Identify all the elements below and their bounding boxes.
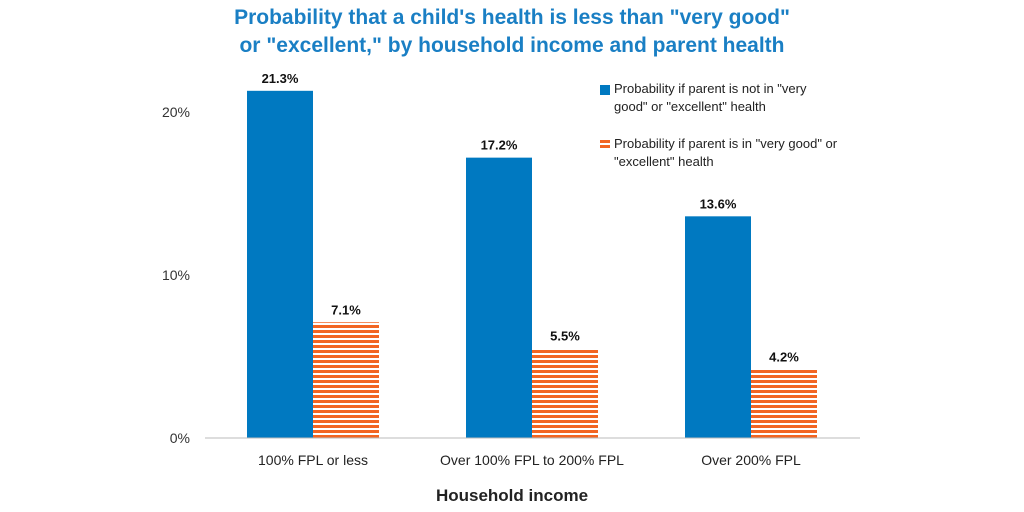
title-line-2: or "excellent," by household income and … <box>239 34 785 57</box>
bar-parent-good <box>532 348 598 438</box>
x-axis-label: Household income <box>435 486 589 505</box>
x-tick-label: Over 200% FPL <box>701 452 801 468</box>
data-label: 7.1% <box>331 302 361 317</box>
legend: Probability if parent is not in "very go… <box>598 80 838 190</box>
data-label: 21.3% <box>262 71 299 86</box>
legend-swatch-solid <box>600 85 610 95</box>
data-label: 17.2% <box>481 138 518 153</box>
chart-title: Probability that a child's health is les… <box>0 4 1024 60</box>
y-tick-label: 10% <box>162 267 190 283</box>
bar-parent-not-good <box>247 90 313 438</box>
x-tick-label: Over 100% FPL to 200% FPL <box>440 452 624 468</box>
legend-item-parent-not-good: Probability if parent is not in "very go… <box>598 80 838 116</box>
bar-parent-not-good <box>685 216 751 438</box>
legend-item-parent-good: Probability if parent is in "very good" … <box>598 135 838 171</box>
bar-parent-good <box>751 369 817 438</box>
title-line-1: Probability that a child's health is les… <box>234 6 790 29</box>
data-label: 5.5% <box>550 328 580 343</box>
bar-parent-good <box>313 322 379 438</box>
y-tick-label: 0% <box>170 430 190 446</box>
bar-parent-not-good <box>466 157 532 438</box>
data-label: 13.6% <box>700 196 737 211</box>
x-tick-label: 100% FPL or less <box>258 452 368 468</box>
y-tick-label: 20% <box>162 104 190 120</box>
data-label: 4.2% <box>769 350 799 365</box>
legend-swatch-striped <box>600 140 610 150</box>
